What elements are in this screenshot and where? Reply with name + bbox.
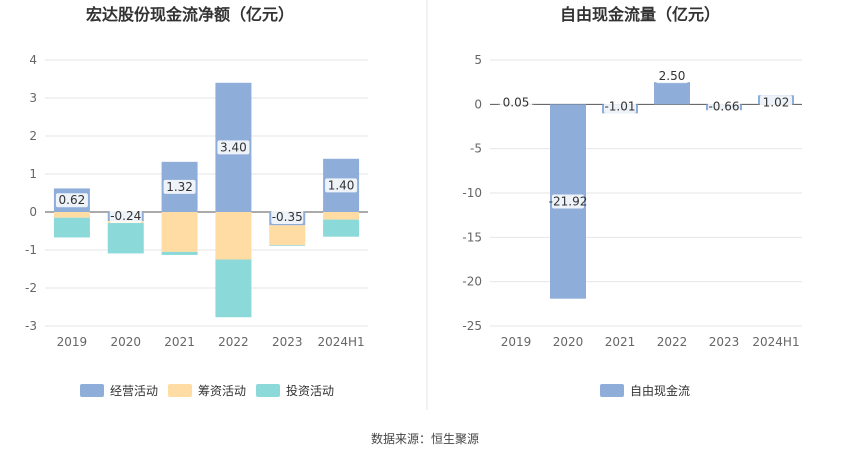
x-tick-label: 2021 — [605, 335, 636, 349]
y-tick-label: -3 — [25, 319, 37, 333]
legend-swatch — [256, 384, 280, 397]
y-tick-label: 0 — [474, 97, 482, 111]
data-label: 3.40 — [220, 140, 247, 154]
bar-series1-2024H1 — [323, 212, 360, 220]
chart-title: 自由现金流量（亿元） — [560, 5, 720, 24]
data-label: -1.01 — [604, 99, 635, 113]
data-label-bg — [325, 178, 358, 193]
data-label: -0.35 — [272, 210, 303, 224]
bar-series1-2022 — [215, 212, 252, 260]
bar-series1-2021 — [161, 212, 198, 252]
x-tick-label: 2019 — [57, 335, 88, 349]
x-tick-label: 2023 — [709, 335, 740, 349]
legend-swatch — [600, 384, 624, 397]
data-label: -0.66 — [708, 99, 739, 113]
data-label: 1.32 — [166, 180, 193, 194]
data-label-bg — [500, 95, 532, 110]
x-tick-label: 2020 — [110, 335, 141, 349]
y-tick-label: 5 — [474, 53, 482, 67]
y-tick-label: 1 — [29, 167, 37, 181]
y-tick-label: 2 — [29, 129, 37, 143]
bar-series2-2021 — [161, 251, 198, 255]
y-tick-label: -15 — [462, 230, 482, 244]
y-tick-label: -25 — [462, 319, 482, 333]
y-tick-label: 4 — [29, 53, 37, 67]
x-tick-label: 2022 — [218, 335, 249, 349]
data-label: -21.92 — [549, 195, 588, 209]
y-tick-label: 3 — [29, 91, 37, 105]
data-label-bg — [760, 95, 792, 110]
x-tick-label: 2024H1 — [752, 335, 799, 349]
x-tick-label: 2021 — [164, 335, 195, 349]
legend-swatch — [80, 384, 104, 397]
data-label: 1.02 — [763, 95, 790, 109]
data-label-bg — [109, 209, 142, 223]
legend-label: 自由现金流 — [630, 383, 690, 398]
bar-series2-2024H1 — [323, 219, 360, 237]
data-label-bg — [656, 69, 688, 84]
x-tick-label: 2022 — [657, 335, 688, 349]
bar-2022 — [654, 82, 690, 105]
data-label-bg — [708, 99, 740, 114]
legend-label: 筹资活动 — [198, 384, 246, 398]
bar-series1-2023 — [269, 225, 306, 246]
legend-swatch — [168, 384, 192, 397]
y-tick-label: -10 — [462, 186, 482, 200]
chart-title: 宏达股份现金流净额（亿元） — [86, 5, 294, 24]
x-tick-label: 2024H1 — [317, 335, 364, 349]
x-tick-label: 2019 — [501, 335, 532, 349]
bar-series2-2023 — [269, 245, 306, 246]
x-tick-label: 2020 — [553, 335, 584, 349]
data-label-bg — [271, 210, 304, 224]
bar-series2-2022 — [215, 259, 252, 318]
data-label: 0.05 — [503, 95, 530, 109]
data-source-note: 数据来源：恒生聚源 — [370, 432, 479, 446]
bar-series2-2019 — [53, 217, 90, 238]
data-label-bg — [552, 194, 584, 209]
legend-label: 投资活动 — [286, 383, 334, 398]
data-label-bg — [55, 193, 88, 208]
data-label-bg — [217, 140, 250, 155]
data-label: 1.40 — [328, 178, 355, 192]
y-tick-label: -5 — [470, 142, 482, 156]
legend-label: 经营活动 — [110, 384, 158, 398]
y-tick-label: -2 — [25, 281, 37, 295]
data-label: -0.24 — [110, 209, 141, 223]
data-label: 2.50 — [659, 69, 686, 83]
bar-series2-2020 — [107, 223, 144, 254]
data-label: 0.62 — [59, 193, 86, 207]
bar-series1-2019 — [53, 212, 90, 218]
data-label-bg — [604, 99, 636, 114]
y-tick-label: -1 — [25, 243, 37, 257]
y-tick-label: 0 — [29, 205, 37, 219]
y-tick-label: -20 — [462, 275, 482, 289]
x-tick-label: 2023 — [272, 335, 303, 349]
data-label-bg — [163, 179, 196, 194]
